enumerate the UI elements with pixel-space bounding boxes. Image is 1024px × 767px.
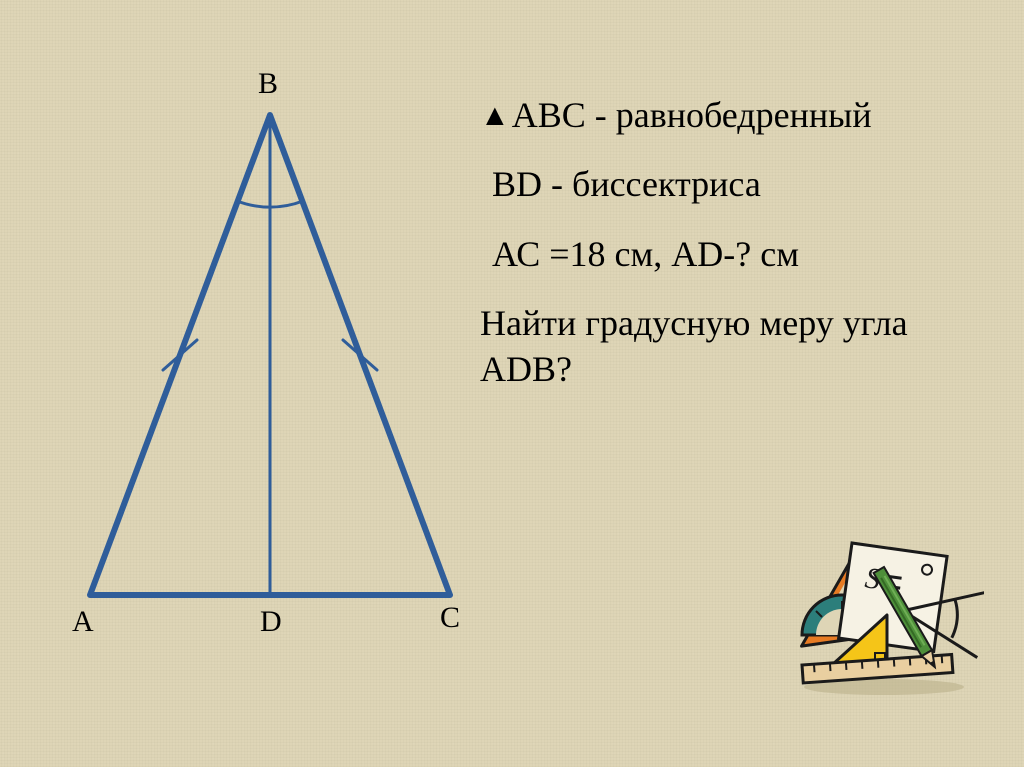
problem-line-4a: Найти градусную меру угла	[480, 303, 1000, 344]
vertex-label-d: D	[260, 605, 282, 639]
problem-text: ▲АВС - равнобедренный BD - биссектриса А…	[480, 95, 1000, 418]
vertex-label-b: B	[258, 67, 278, 101]
vertex-label-c: C	[440, 601, 460, 635]
problem-line-2: BD - биссектриса	[480, 164, 1000, 205]
problem-line-1: ▲АВС - равнобедренный	[480, 95, 1000, 136]
triangle-diagram: B A D C	[60, 85, 480, 645]
triangle-glyph: ▲	[480, 99, 510, 134]
tick-bc	[343, 340, 377, 370]
geometry-tools-icon: S	[784, 537, 984, 697]
problem-line-3: АС =18 см, АD-? см	[480, 234, 1000, 275]
problem-line-1-text: АВС - равнобедренный	[512, 95, 872, 135]
problem-line-4b: АDВ?	[480, 349, 1000, 390]
triangle-svg	[60, 85, 480, 645]
tick-ab	[163, 340, 197, 370]
vertex-label-a: A	[72, 605, 94, 639]
